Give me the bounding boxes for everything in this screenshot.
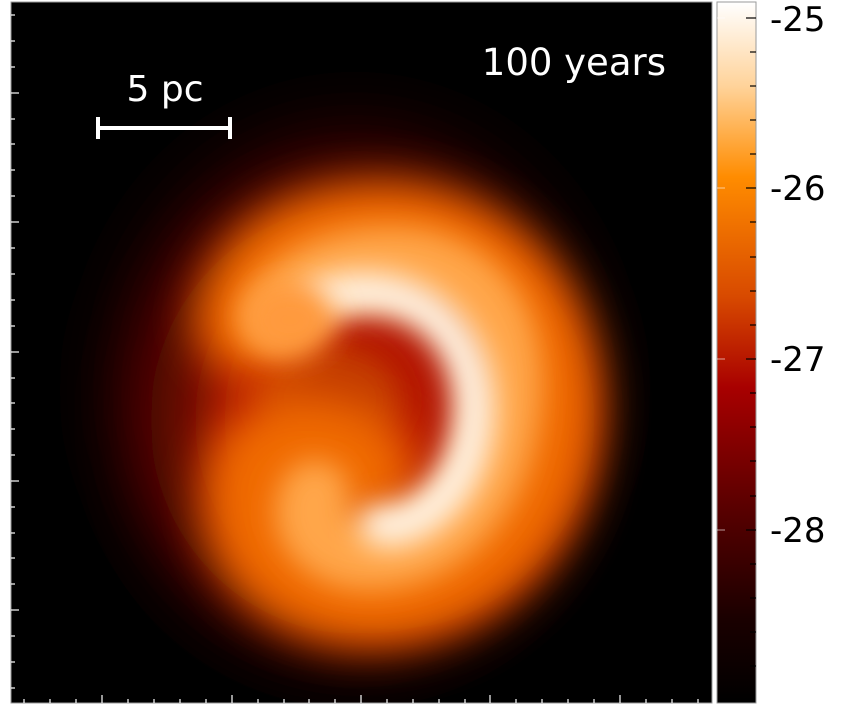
colorbar-tick-label: -25 — [770, 0, 826, 40]
time-label: 100 years — [482, 41, 666, 84]
density-map — [120, 130, 600, 650]
frame-ticks — [11, 14, 699, 703]
colorbar-tick-label: -28 — [770, 511, 826, 551]
colorbar-ticks — [746, 17, 756, 667]
colorbar — [716, 1, 757, 704]
colorbar-tick-label: -27 — [770, 340, 826, 380]
scale-bar-label: 5 pc — [127, 69, 204, 110]
colorbar-tick-label: -26 — [770, 169, 826, 209]
scale-bar — [96, 117, 232, 139]
